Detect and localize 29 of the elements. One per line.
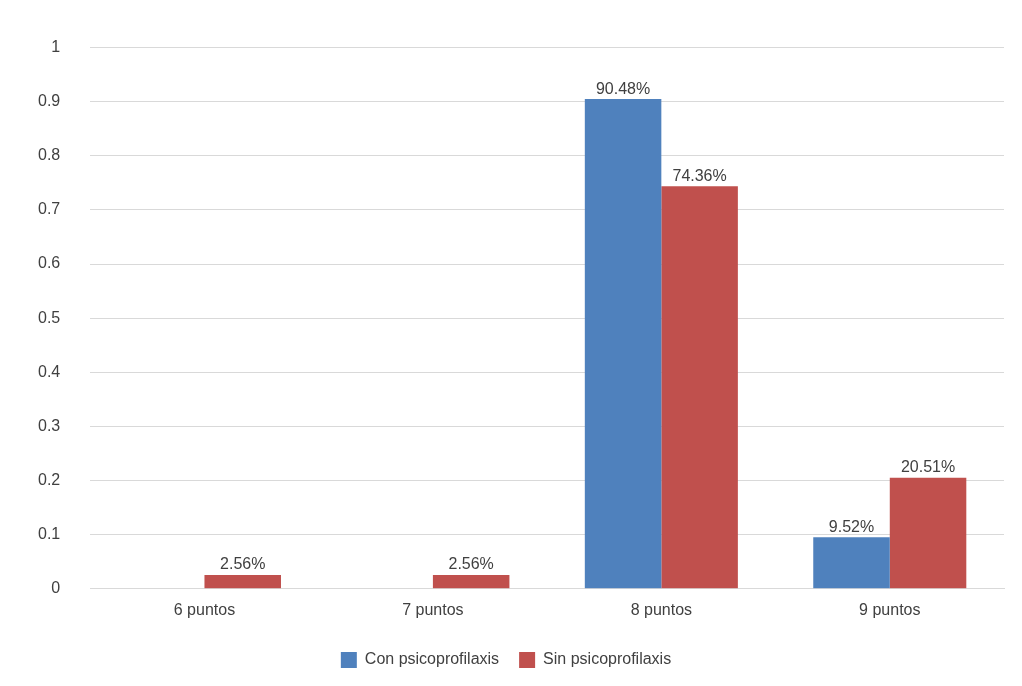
data-label: 2.56%	[448, 555, 494, 573]
data-label: 2.56%	[220, 555, 266, 573]
y-tick-label: 0.2	[37, 470, 61, 488]
y-tick-label: 0.8	[37, 146, 61, 164]
y-tick-label: 0.7	[37, 200, 61, 218]
x-tick-label: 8 puntos	[630, 600, 693, 618]
y-tick-label: 0.3	[37, 416, 61, 434]
bar	[204, 574, 281, 589]
bar	[813, 537, 890, 589]
y-tick-label: 0.6	[37, 254, 61, 272]
y-tick-label: 0	[51, 579, 61, 597]
y-tick-label: 0.5	[37, 308, 61, 326]
y-tick-label: 0.1	[37, 525, 61, 543]
bar	[889, 477, 967, 589]
bar	[661, 186, 738, 589]
x-tick-label: 6 puntos	[173, 600, 236, 618]
bar	[432, 574, 510, 589]
x-tick-label: 9 puntos	[859, 600, 921, 618]
x-tick-label: 7 puntos	[402, 600, 464, 618]
bar	[584, 99, 662, 589]
legend-label: Con psicoprofilaxis	[364, 650, 500, 668]
data-label: 20.51%	[900, 458, 956, 476]
y-tick-label: 0.9	[37, 92, 61, 110]
data-label: 74.36%	[672, 166, 727, 184]
y-tick-label: 1	[51, 38, 61, 56]
legend-label: Sin psicoprofilaxis	[543, 650, 672, 668]
data-label: 9.52%	[828, 517, 875, 535]
y-tick-label: 0.4	[37, 362, 61, 380]
data-label: 90.48%	[595, 79, 651, 97]
